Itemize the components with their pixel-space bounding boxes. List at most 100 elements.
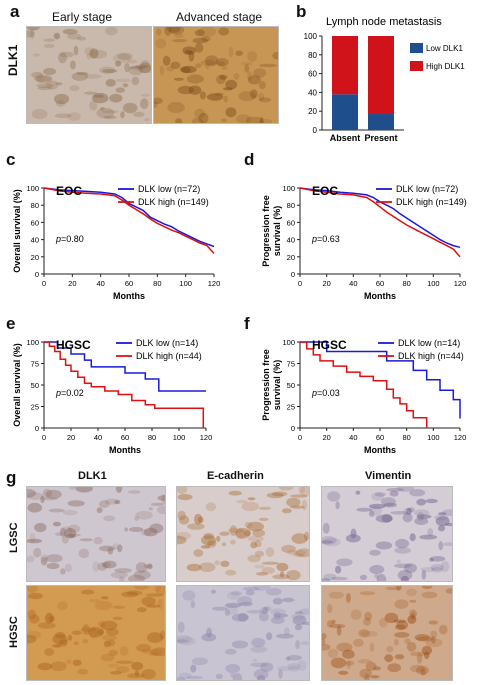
chart-b-ytick-label: 0 bbox=[313, 126, 318, 135]
tissue-cell bbox=[83, 91, 98, 95]
chart-e-xtick-label: 100 bbox=[173, 433, 186, 442]
tissue-cell bbox=[151, 647, 165, 657]
tissue-cell bbox=[221, 118, 227, 123]
tissue-cell bbox=[188, 85, 202, 95]
tissue-cell bbox=[270, 616, 285, 624]
tissue-cell bbox=[420, 668, 426, 676]
tissue-background bbox=[177, 487, 309, 581]
tissue-cell bbox=[217, 61, 226, 67]
tissue-cell bbox=[301, 621, 309, 626]
tissue-cell bbox=[133, 111, 145, 117]
panel-d-label: d bbox=[244, 150, 255, 169]
tissue-cell bbox=[259, 81, 266, 90]
tissue-cell bbox=[285, 657, 291, 661]
panel-g-col-vimentin: Vimentin bbox=[365, 470, 412, 482]
tissue-cell bbox=[287, 663, 301, 670]
tissue-cell bbox=[126, 590, 143, 596]
tissue-cell bbox=[350, 609, 362, 620]
tissue-cell bbox=[136, 607, 147, 613]
tissue-cell bbox=[112, 543, 118, 550]
chart-f-xtick-label: 0 bbox=[298, 433, 302, 442]
tissue-cell bbox=[244, 64, 250, 73]
tissue-cell bbox=[394, 654, 404, 659]
tissue-cell bbox=[376, 574, 387, 581]
tissue-cell bbox=[225, 663, 241, 674]
tissue-cell bbox=[73, 45, 79, 56]
tissue-cell bbox=[216, 74, 226, 85]
tissue-cell bbox=[99, 545, 115, 552]
tissue-cell bbox=[409, 533, 416, 542]
tissue-cell bbox=[345, 534, 361, 543]
tissue-cell bbox=[133, 586, 149, 590]
tissue-cell bbox=[122, 102, 138, 114]
tissue-cell bbox=[270, 608, 286, 615]
tissue-cell bbox=[265, 588, 282, 596]
tissue-cell bbox=[235, 50, 243, 56]
tissue-cell bbox=[201, 36, 211, 42]
chart-c-xtick-label: 0 bbox=[42, 279, 46, 288]
tissue-cell bbox=[195, 63, 202, 68]
chart-e-hgsc-overall-survival: 0 25 50 75 100 0 20 40 60 80 100 120 Months Overall s… bbox=[12, 338, 212, 455]
chart-d-ytick-label: 40 bbox=[287, 236, 295, 245]
tissue-cell bbox=[178, 672, 192, 679]
chart-e-legend-label: DLK low (n=14) bbox=[136, 338, 198, 348]
chart-c-ytick-label: 60 bbox=[31, 218, 39, 227]
tissue-cell bbox=[205, 62, 210, 70]
tissue-cell bbox=[336, 642, 353, 652]
chart-e-xtick-label: 0 bbox=[42, 433, 46, 442]
chart-d-ytick-label: 80 bbox=[287, 201, 295, 210]
tissue-cell bbox=[254, 550, 264, 557]
tissue-cell bbox=[147, 563, 153, 570]
chart-c-xtick-label: 60 bbox=[125, 279, 133, 288]
tissue-cell bbox=[71, 72, 88, 81]
tissue-cell bbox=[97, 620, 106, 628]
tissue-cell bbox=[424, 651, 430, 660]
tissue-cell bbox=[90, 49, 108, 59]
tissue-cell bbox=[27, 27, 40, 31]
tissue-cell bbox=[124, 62, 130, 73]
tissue-cell bbox=[177, 677, 186, 680]
tissue-cell bbox=[175, 118, 183, 123]
tissue-cell bbox=[109, 93, 123, 103]
tissue-cell bbox=[177, 635, 192, 644]
tissue-cell bbox=[146, 632, 164, 643]
tissue-cell bbox=[439, 624, 448, 635]
tissue-cell bbox=[42, 497, 58, 501]
tissue-cell bbox=[126, 673, 145, 679]
tissue-background bbox=[322, 487, 452, 581]
chart-e-ytick-label: 50 bbox=[31, 381, 39, 390]
chart-d-title: EOC bbox=[312, 184, 338, 198]
chart-f-ylabel-line2: survival (%) bbox=[272, 360, 282, 411]
tissue-cell bbox=[134, 516, 140, 521]
tissue-cell bbox=[406, 588, 417, 597]
tissue-cell bbox=[103, 515, 116, 522]
chart-c-xtick-label: 100 bbox=[179, 279, 192, 288]
tissue-cell bbox=[155, 38, 167, 49]
tissue-cell bbox=[247, 497, 256, 501]
tissue-cell bbox=[66, 659, 72, 665]
tissue-cell bbox=[413, 509, 430, 516]
tissue-cell bbox=[259, 63, 278, 68]
tissue-cell bbox=[201, 535, 216, 546]
tissue-cell bbox=[200, 545, 211, 549]
tissue-cell bbox=[97, 562, 108, 571]
chart-e-xtick-label: 80 bbox=[148, 433, 156, 442]
tissue-cell bbox=[216, 535, 221, 542]
tissue-image-lgsc-ecadherin bbox=[176, 486, 310, 582]
chart-d-curve bbox=[299, 187, 461, 249]
tissue-cell bbox=[58, 639, 68, 646]
tissue-cell bbox=[177, 510, 186, 521]
tissue-cell bbox=[247, 554, 261, 563]
tissue-cell bbox=[443, 542, 452, 547]
chart-f-hgsc-progression-free: 0 25 50 75 100 0 20 40 60 80 100 120 Months Progressi… bbox=[261, 338, 466, 455]
tissue-cell bbox=[233, 72, 240, 80]
tissue-cell bbox=[186, 74, 204, 84]
chart-d-xtick-label: 0 bbox=[298, 279, 302, 288]
tissue-cell bbox=[301, 499, 308, 511]
chart-f-ylabel-group: Progression free survival (%) bbox=[261, 349, 282, 421]
tissue-cell bbox=[145, 604, 161, 608]
tissue-cell bbox=[27, 488, 37, 498]
tissue-cell bbox=[73, 641, 79, 646]
tissue-cell bbox=[227, 591, 240, 600]
tissue-cell bbox=[193, 549, 204, 557]
